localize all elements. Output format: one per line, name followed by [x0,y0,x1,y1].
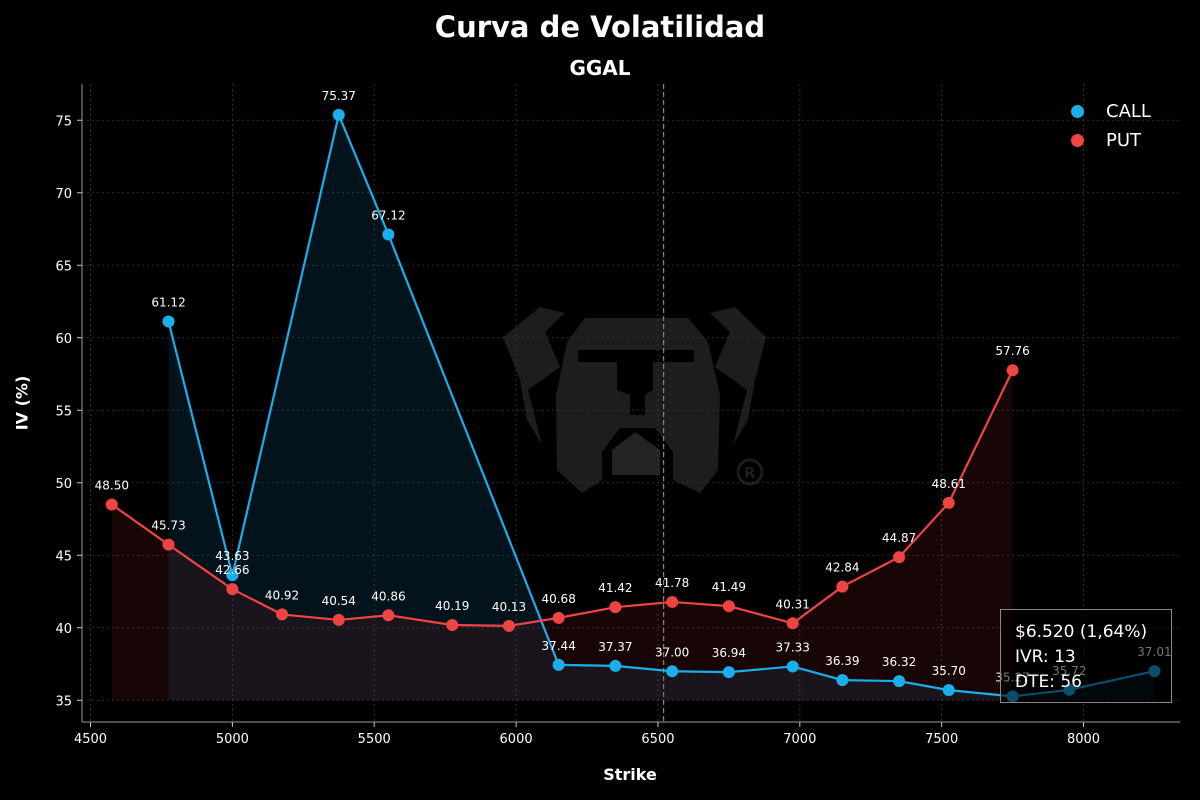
put-data-point [836,580,849,593]
legend-item-put: PUT [1065,126,1151,155]
chart-subtitle: GGAL [569,56,631,80]
put-data-point [942,496,955,509]
put-data-label: 44.87 [882,531,916,545]
y-tick-label: 55 [55,404,72,419]
call-area-fill [168,114,1155,701]
y-tick-label: 60 [55,332,72,347]
put-data-point [382,609,395,622]
call-data-label: 61.12 [151,296,185,310]
svg-text:R: R [744,464,756,482]
call-data-point [836,674,849,687]
put-data-label: 40.92 [265,588,299,602]
call-data-label: 67.12 [371,209,405,223]
call-data-label: 37.44 [541,639,575,653]
call-data-label: 37.33 [776,640,810,654]
put-data-label: 48.61 [932,477,966,491]
call-data-point [552,658,565,671]
put-data-point [552,611,565,624]
call-data-label: 36.94 [712,646,746,660]
y-tick-label: 40 [55,622,72,637]
put-data-label: 45.73 [151,519,185,533]
put-data-label: 40.31 [776,597,810,611]
x-tick-label: 6500 [641,732,674,747]
put-area-fill [111,370,1013,701]
x-tick-label: 5000 [216,732,249,747]
x-tick-label: 7500 [925,732,958,747]
call-data-label: 37.00 [655,645,689,659]
x-tick-label: 5500 [358,732,391,747]
ivr-text: IVR: 13 [1015,647,1076,667]
chart-legend: CALL PUT [1065,97,1151,155]
call-data-point [942,684,955,697]
put-data-point [1006,364,1019,377]
put-data-point [609,601,622,614]
put-data-point [162,538,175,551]
call-data-point [226,569,239,582]
call-data-label: 37.37 [598,640,632,654]
call-data-point [609,659,622,672]
put-data-point [226,583,239,596]
y-tick-label: 45 [55,549,72,564]
dte-text: DTE: 56 [1015,672,1082,692]
x-tick-label: 6000 [500,732,533,747]
put-data-point [666,595,679,608]
call-data-label: 75.37 [322,89,356,103]
put-data-label: 42.66 [215,563,249,577]
put-data-point [786,617,799,630]
put-data-label: 40.54 [322,594,356,608]
x-tick-label: 7000 [783,732,816,747]
put-data-label: 40.68 [541,592,575,606]
y-tick-label: 70 [55,187,72,202]
put-data-point [332,613,345,626]
bulldog-logo-icon: R [503,307,766,493]
put-data-label: 42.84 [825,561,859,575]
put-data-label: 41.78 [655,576,689,590]
put-data-label: 48.50 [95,479,129,493]
legend-item-call: CALL [1065,97,1151,126]
call-data-label: 36.39 [825,654,859,668]
chart-title: Curva de Volatilidad [434,10,766,44]
x-tick-label: 8000 [1067,732,1100,747]
call-data-point [893,675,906,688]
call-data-label: 35.70 [932,664,966,678]
call-data-point [382,228,395,241]
put-data-point [503,619,515,632]
call-data-point [786,660,799,673]
call-data-point [722,666,735,679]
spot-price-text: $6.520 (1,64%) [1015,622,1148,642]
put-data-point [105,498,118,511]
call-data-label: 36.32 [882,655,916,669]
spot-info-box: $6.520 (1,64%) IVR: 13 DTE: 56 [1000,609,1172,703]
put-data-label: 40.19 [435,599,469,613]
put-data-label: 57.76 [995,344,1029,358]
y-axis-label: IV (%) [12,375,32,431]
put-data-point [893,551,906,564]
y-tick-label: 35 [55,694,72,709]
legend-marker-call [1071,105,1084,118]
legend-label-put: PUT [1106,130,1142,151]
legend-label-call: CALL [1106,101,1151,122]
call-data-point [332,108,345,121]
put-data-point [446,618,459,631]
call-data-point [666,665,679,678]
y-tick-label: 65 [55,259,72,274]
x-tick-label: 4500 [74,732,107,747]
put-data-point [722,600,735,613]
call-data-point [162,315,175,328]
y-tick-label: 75 [55,114,72,129]
put-data-point [276,608,289,621]
put-data-label: 40.13 [492,600,526,614]
put-data-label: 41.42 [598,581,632,595]
y-tick-label: 50 [55,477,72,492]
put-data-label: 40.86 [371,589,405,603]
call-data-label: 43.63 [215,549,249,563]
legend-marker-put [1071,134,1084,147]
x-axis-label: Strike [603,765,657,784]
put-data-label: 41.49 [712,580,746,594]
